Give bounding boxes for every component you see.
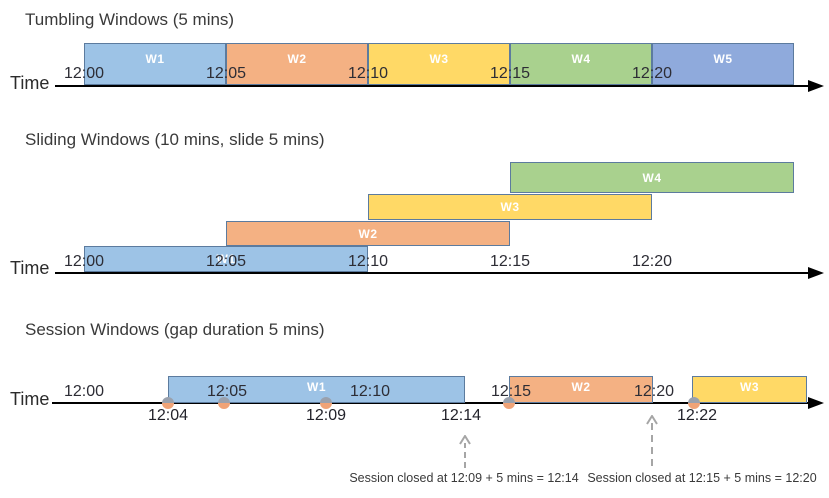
- tumbling-window-w3: W3: [368, 43, 510, 85]
- session-event-label-1204: 12:04: [147, 407, 189, 424]
- window-label: W1: [307, 379, 326, 394]
- tumbling-time-axis: [55, 85, 810, 87]
- sliding-window-w4: W4: [510, 162, 794, 193]
- sliding-time-axis: [55, 272, 810, 274]
- tumbling-window-w2: W2: [226, 43, 368, 85]
- sliding-time-axis-label: Time: [10, 258, 50, 278]
- sliding-window-w1: W1: [84, 246, 368, 272]
- tumbling-tick-1215: 12:15: [489, 65, 531, 82]
- session-tick-1215: 12:15: [490, 383, 532, 400]
- window-label: W2: [287, 52, 307, 66]
- tumbling-window-w5: W5: [652, 43, 794, 85]
- tumbling-window-w1: W1: [84, 43, 226, 85]
- sliding-tick-1205: 12:05: [205, 253, 247, 270]
- tumbling-tick-1220: 12:20: [631, 65, 673, 82]
- window-label: W1: [145, 52, 165, 66]
- event-dot-1222: [688, 397, 700, 409]
- window-label: W1: [216, 252, 236, 266]
- tumbling-tick-1210: 12:10: [347, 65, 389, 82]
- session-time-axis-label: Time: [10, 389, 50, 409]
- session-tick-1200: 12:00: [63, 383, 105, 400]
- sliding-window-w3: W3: [368, 194, 652, 220]
- session-tick-1220: 12:20: [633, 383, 675, 400]
- session-window-w2: W2: [509, 376, 653, 403]
- tumbling-axis-arrowhead-icon: [808, 80, 824, 92]
- tumbling-tick-1200: 12:00: [63, 65, 105, 82]
- tumbling-time-axis-label: Time: [10, 73, 50, 93]
- session-event-label-1209: 12:09: [305, 407, 347, 424]
- sliding-tick-1200: 12:00: [63, 253, 105, 270]
- session-event-label-1214: 12:14: [440, 407, 482, 424]
- sliding-axis-arrowhead-icon: [808, 267, 824, 279]
- session-time-axis: [52, 402, 810, 404]
- sliding-section-title: Sliding Windows (10 mins, slide 5 mins): [25, 130, 325, 149]
- tumbling-window-w4: W4: [510, 43, 652, 85]
- session-section-title: Session Windows (gap duration 5 mins): [25, 320, 325, 339]
- window-label: W2: [358, 226, 378, 241]
- window-label: W3: [500, 200, 520, 214]
- session-event-label-1222: 12:22: [676, 407, 718, 424]
- event-dot-1205: [218, 397, 230, 409]
- tumbling-tick-1205: 12:05: [205, 65, 247, 82]
- window-label: W4: [642, 170, 662, 185]
- session-closed-annotation-1: Session closed at 12:09 + 5 mins = 12:14: [349, 471, 579, 485]
- sliding-tick-1210: 12:10: [347, 253, 389, 270]
- session-axis-arrowhead-icon: [808, 397, 824, 409]
- window-label: W3: [740, 379, 759, 394]
- window-label: W4: [571, 52, 591, 66]
- window-label: W3: [429, 52, 449, 66]
- window-label: W5: [713, 52, 733, 66]
- session-window-w3: W3: [692, 376, 807, 403]
- tumbling-section-title: Tumbling Windows (5 mins): [25, 10, 235, 29]
- session-tick-1205: 12:05: [206, 383, 248, 400]
- session-tick-1210: 12:10: [349, 383, 391, 400]
- session-closed-annotation-2: Session closed at 12:15 + 5 mins = 12:20: [587, 471, 817, 485]
- session-window-w1: W1: [168, 376, 465, 403]
- sliding-window-w2: W2: [226, 221, 510, 246]
- sliding-tick-1220: 12:20: [631, 253, 673, 270]
- sliding-tick-1215: 12:15: [489, 253, 531, 270]
- dashed-up-arrow-icon: [646, 415, 658, 466]
- event-dot-1204: [162, 397, 174, 409]
- window-label: W2: [571, 379, 591, 394]
- event-dot-1215: [503, 397, 515, 409]
- event-dot-1209: [320, 397, 332, 409]
- dashed-up-arrow-icon: [459, 435, 471, 468]
